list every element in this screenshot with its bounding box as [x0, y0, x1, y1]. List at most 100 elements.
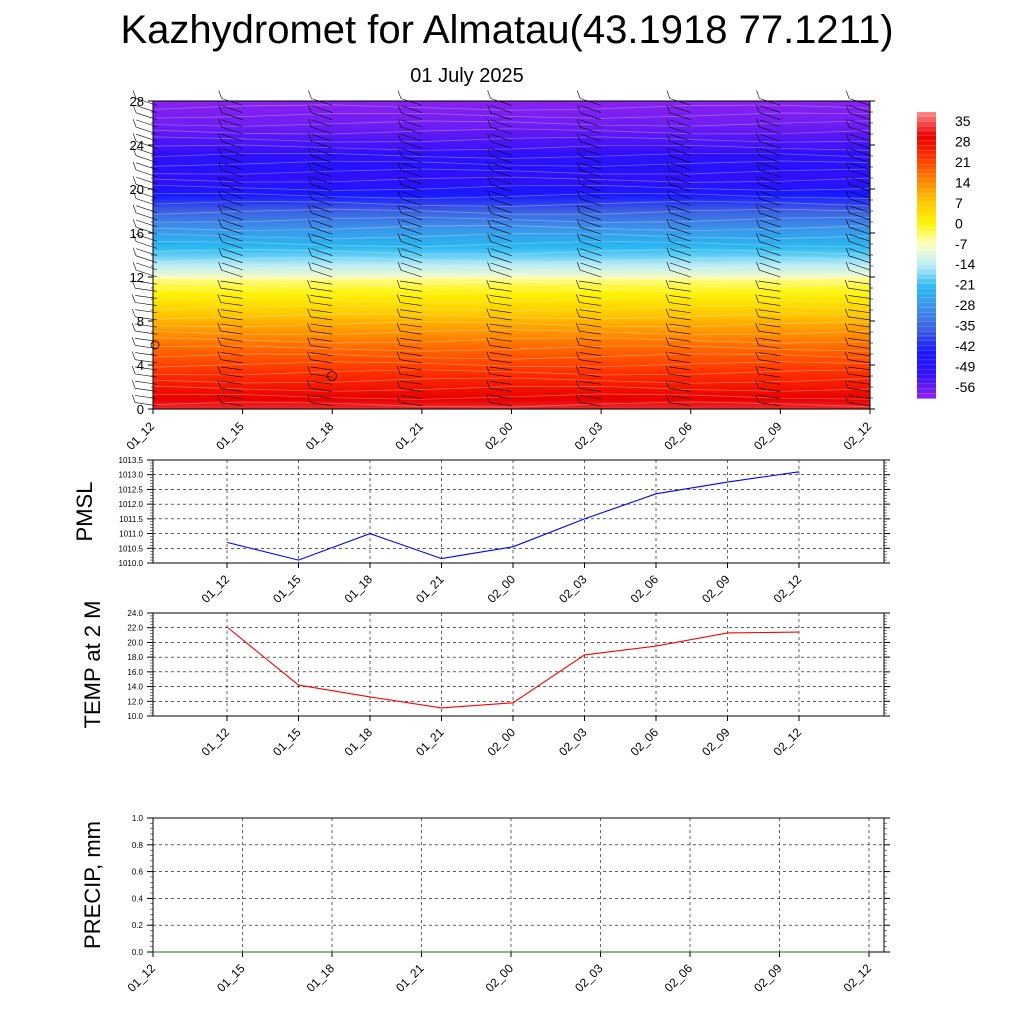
wind-barb	[489, 316, 512, 321]
wind-barb-flag	[845, 104, 850, 113]
wind-barb-flag	[308, 147, 312, 156]
wind-barb	[668, 402, 691, 406]
colorbar-label: 0	[955, 215, 963, 231]
wind-barb	[579, 323, 602, 328]
heatmap-band	[153, 272, 870, 276]
wind-barb	[668, 302, 691, 306]
wind-barb-flag	[666, 133, 671, 142]
y-tick-label: 1010.5	[119, 544, 144, 553]
wind-barb	[579, 338, 602, 342]
heatmap-band	[153, 123, 870, 126]
x-tick-label: 02_06	[628, 725, 662, 759]
heatmap-band	[153, 149, 870, 153]
wind-barb	[848, 359, 871, 364]
y-tick-label: 24.0	[127, 609, 143, 618]
wind-barb-flag	[845, 147, 850, 156]
heatmap-band	[153, 395, 870, 399]
wind-barb	[400, 359, 422, 364]
heatmap-band	[153, 266, 870, 269]
wind-barb-flag	[487, 90, 491, 99]
wind-barb-flag	[576, 280, 580, 289]
x-tick-label: 02_06	[662, 961, 696, 995]
heatmap-band	[153, 279, 870, 282]
contour-line	[152, 248, 871, 255]
y-tick-label: 1011.5	[119, 515, 143, 524]
colorbar-segment	[917, 150, 936, 156]
heatmap-band	[153, 219, 870, 223]
wind-barb-flag	[844, 365, 849, 375]
wind-barb	[310, 366, 333, 371]
wind-barb	[849, 248, 871, 256]
x-tick-label: 01_18	[342, 725, 376, 759]
colorbar-segment	[917, 173, 936, 180]
wind-barb	[490, 219, 512, 228]
wind-barb	[221, 269, 243, 278]
y-axis-label: PMSL	[72, 482, 97, 542]
colorbar-segment	[917, 307, 936, 313]
colorbar-label: -56	[955, 379, 975, 395]
wind-barb	[136, 269, 158, 278]
heatmap-band	[153, 230, 870, 234]
wind-barb	[759, 169, 781, 178]
contour-line	[152, 353, 871, 360]
heatmap-band	[153, 193, 870, 197]
wind-barb	[848, 402, 871, 406]
wind-barb	[136, 234, 158, 242]
wind-barb	[668, 280, 691, 285]
wind-barb-flag	[132, 204, 137, 214]
wind-barb-flag	[756, 261, 760, 271]
wind-barb	[221, 212, 243, 221]
wind-barb-flag	[666, 247, 671, 256]
wind-barb-flag	[845, 204, 850, 214]
contour-line	[152, 369, 871, 376]
wind-barb-flag	[218, 118, 222, 128]
wind-barb	[400, 141, 422, 149]
wind-barb	[311, 248, 333, 256]
heatmap-band	[153, 343, 870, 346]
wind-barb	[849, 241, 871, 249]
wind-barb	[759, 148, 781, 156]
wind-barb	[400, 295, 422, 299]
wind-barb	[759, 176, 781, 185]
wind-barb	[221, 176, 243, 185]
wind-barb-flag	[217, 365, 222, 375]
wind-barb	[220, 380, 243, 385]
colorbar-segment	[917, 159, 936, 166]
wind-barb	[669, 169, 691, 178]
wind-barb	[669, 98, 691, 106]
heatmap-band	[153, 178, 870, 181]
heatmap-band	[153, 400, 870, 403]
colorbar-segment	[917, 255, 936, 261]
wind-barb	[311, 241, 333, 249]
wind-barb	[310, 402, 333, 406]
y-tick-label: 0.2	[132, 921, 144, 930]
wind-barb-flag	[665, 294, 670, 303]
y-tick-label: 8	[137, 314, 144, 329]
heatmap-band	[153, 283, 870, 287]
wind-barb	[221, 112, 243, 120]
wind-barb-flag	[218, 104, 222, 113]
wind-barb-flag	[308, 219, 312, 228]
wind-barb	[311, 205, 333, 213]
colorbar-segment	[917, 283, 936, 289]
calm-wind-circle	[150, 340, 160, 350]
wind-barb-flag	[486, 380, 490, 389]
wind-barb	[669, 262, 691, 271]
wind-barb	[311, 255, 333, 263]
x-tick-label: 01_21	[413, 725, 447, 759]
wind-barb	[849, 198, 871, 206]
wind-barb-flag	[755, 294, 759, 303]
wind-barb-flag	[308, 190, 312, 199]
wind-barb	[311, 133, 333, 142]
wind-barb	[669, 126, 691, 135]
heatmap-band	[153, 136, 870, 139]
wind-barb	[221, 169, 243, 178]
heatmap-band	[153, 107, 870, 111]
wind-barb	[758, 280, 781, 285]
heatmap-band	[153, 261, 870, 265]
wind-barb	[848, 302, 871, 306]
wind-barb	[668, 345, 691, 349]
heatmap-band	[153, 281, 870, 285]
wind-barb	[490, 234, 512, 242]
heatmap-band	[153, 186, 870, 190]
